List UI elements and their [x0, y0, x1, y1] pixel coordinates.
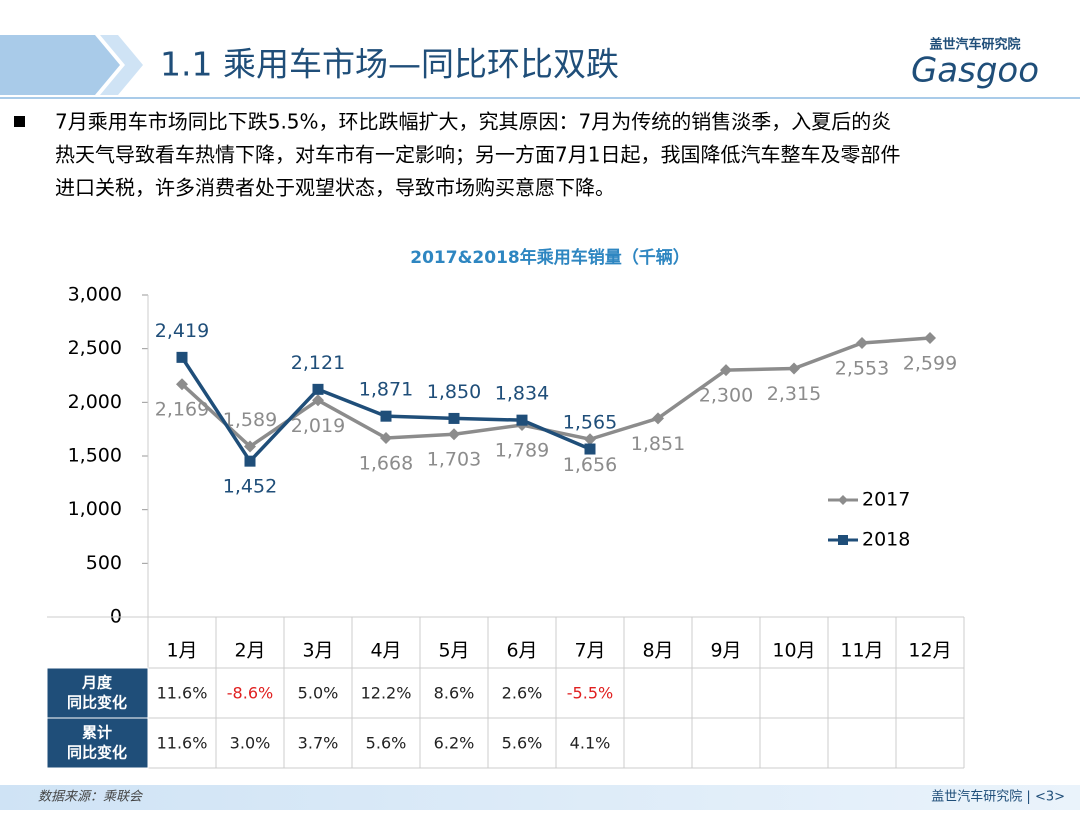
marker: [176, 378, 188, 391]
value-label: 1,851: [631, 433, 685, 455]
value-label: 1,850: [427, 381, 481, 403]
marker: [924, 332, 936, 345]
marker: [856, 336, 868, 349]
x-tick-label: 3月: [302, 640, 333, 662]
y-tick-label: 2,000: [68, 391, 122, 413]
marker: [720, 364, 732, 377]
row-header-text: 月度: [81, 674, 113, 692]
table-cell: 2.6%: [502, 684, 543, 703]
value-label: 2,419: [155, 320, 209, 342]
x-tick-label: 7月: [574, 640, 605, 662]
slide-title: 1.1 乘用车市场—同比环比双跌: [160, 45, 619, 84]
marker: [448, 412, 460, 424]
y-tick-label: 500: [86, 552, 122, 574]
table-cell: 4.1%: [570, 734, 611, 753]
value-label: 1,452: [223, 476, 277, 498]
marker: [584, 433, 596, 446]
value-label: 1,668: [359, 452, 413, 474]
value-label: 2,169: [155, 399, 209, 421]
x-tick-label: 11月: [840, 640, 883, 662]
table-cell: 11.6%: [157, 684, 208, 703]
legend-label: 2018: [862, 529, 910, 551]
table-cell: 6.2%: [434, 734, 475, 753]
chart-title: 2017&2018年乘用车销量（千辆）: [410, 247, 689, 268]
value-label: 1,789: [495, 439, 549, 461]
marker: [584, 443, 596, 455]
value-label: 2,315: [767, 383, 821, 405]
y-tick-label: 2,500: [68, 337, 122, 359]
table-cell: 3.0%: [230, 734, 271, 753]
x-tick-label: 8月: [642, 640, 673, 662]
x-tick-label: 4月: [370, 640, 401, 662]
table-cell: 3.7%: [298, 734, 339, 753]
source: 数据来源：乘联会: [38, 790, 144, 805]
table-cell: 5.6%: [502, 734, 543, 753]
marker: [176, 351, 188, 363]
x-tick-label: 1月: [166, 640, 197, 662]
y-tick-label: 3,000: [68, 284, 122, 306]
legend-label: 2017: [862, 489, 910, 511]
table-cell: 8.6%: [434, 684, 475, 703]
legend-marker: [838, 535, 848, 545]
marker: [516, 414, 528, 426]
bullet-marker: [14, 116, 25, 127]
table-cell: 5.0%: [298, 684, 339, 703]
marker: [244, 455, 256, 467]
value-label: 1,871: [359, 379, 413, 401]
y-tick-label: 1,500: [68, 445, 122, 467]
value-label: 1,656: [563, 454, 617, 476]
table-cell: 5.6%: [366, 734, 407, 753]
bullet-line: 进口关税，许多消费者处于观望状态，导致市场购买意愿下降。: [55, 176, 615, 200]
x-tick-label: 9月: [710, 640, 741, 662]
x-tick-label: 5月: [438, 640, 469, 662]
bullet-line: 7月乘用车市场同比下跌5.5%，环比跌幅扩大，究其原因：7月为传统的销售淡季，入…: [55, 110, 891, 134]
table-cell: 11.6%: [157, 734, 208, 753]
value-label: 2,553: [835, 357, 889, 379]
value-label: 1,834: [495, 383, 549, 405]
value-label: 1,589: [223, 409, 277, 431]
value-label: 2,300: [699, 385, 753, 407]
value-label: 1,565: [563, 412, 617, 434]
marker: [380, 410, 392, 422]
x-tick-label: 12月: [908, 640, 951, 662]
marker: [312, 394, 324, 407]
value-label: 1,703: [427, 449, 481, 471]
marker: [312, 383, 324, 395]
marker: [652, 412, 664, 425]
row-header-text: 同比变化: [67, 744, 127, 762]
row-header: [46, 667, 149, 719]
footer: 盖世汽车研究院 | <3>: [931, 789, 1065, 805]
row-header: [46, 717, 149, 769]
marker: [448, 428, 460, 441]
series-line: [180, 336, 931, 449]
marker: [380, 431, 392, 444]
footer-band: [0, 785, 1080, 810]
header-arrow: [100, 35, 143, 95]
logo-cn: 盖世汽车研究院: [929, 37, 1020, 53]
legend-marker: [838, 495, 848, 505]
value-label: 2,599: [903, 353, 957, 375]
bullet-line: 热天气导致看车热情下降，对车市有一定影响；另一方面7月1日起，我国降低汽车整车及…: [55, 143, 900, 167]
table-cell: 12.2%: [361, 684, 412, 703]
x-tick-label: 6月: [506, 640, 537, 662]
row-header-text: 同比变化: [67, 694, 127, 712]
x-tick-label: 10月: [772, 640, 815, 662]
value-label: 2,121: [291, 352, 345, 374]
y-tick-label: 1,000: [68, 498, 122, 520]
row-header-text: 累计: [82, 724, 112, 742]
marker: [788, 362, 800, 375]
marker: [244, 440, 256, 453]
table-cell: -5.5%: [567, 684, 613, 703]
table-cell: -8.6%: [227, 684, 273, 703]
logo-en: Gasgoo: [911, 51, 1039, 91]
value-label: 2,019: [291, 415, 345, 437]
header-arrow: [0, 35, 120, 95]
x-tick-label: 2月: [234, 640, 265, 662]
